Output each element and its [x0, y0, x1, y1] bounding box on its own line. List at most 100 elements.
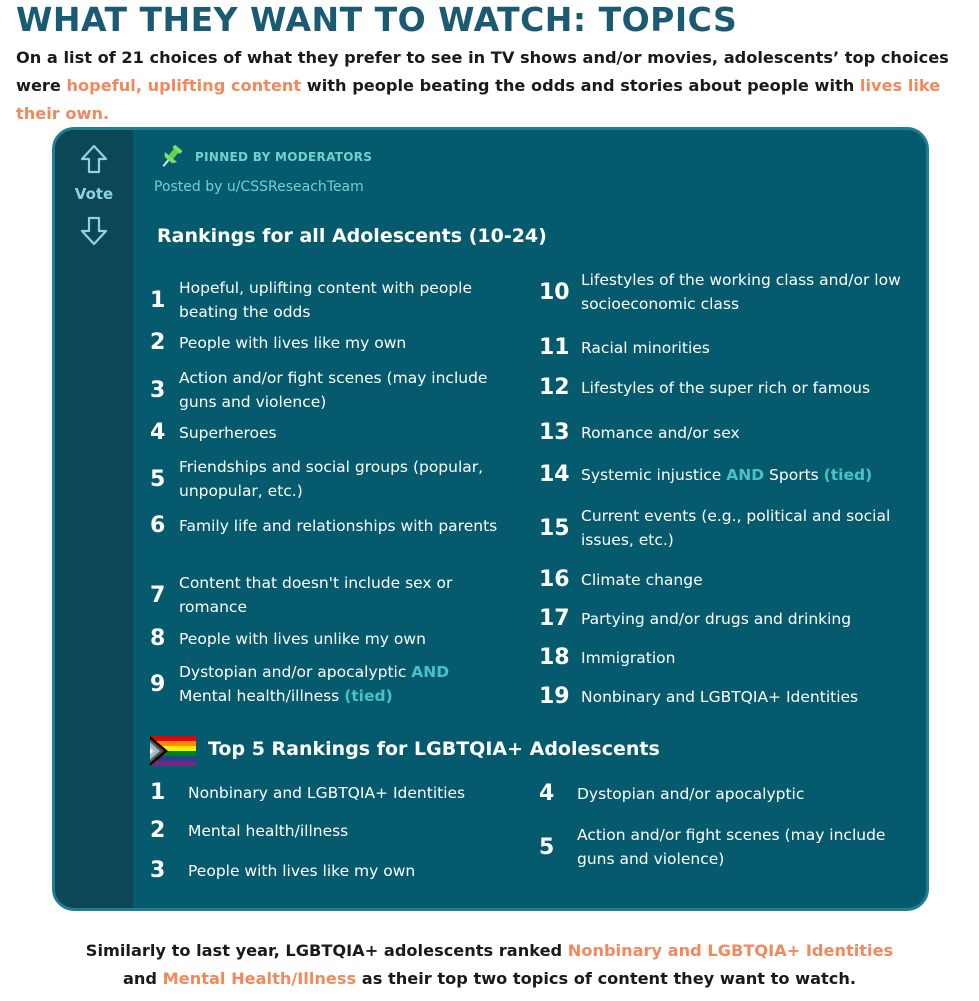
ranking-item: 2 People with lives like my own	[150, 330, 505, 355]
tied-badge: (tied)	[344, 687, 393, 705]
rank-text: Lifestyles of the working class and/or l…	[581, 271, 901, 313]
rank-number: 1	[150, 780, 166, 805]
rank-number: 13	[539, 420, 570, 445]
lgbtq-ranking-item: 1 Nonbinary and LGBTQIA+ Identities	[150, 780, 530, 805]
rank-text: People with lives like my own	[179, 333, 407, 352]
ranking-item: 15 Current events (e.g., political and s…	[539, 504, 919, 552]
pinned-row: PINNED BY MODERATORS	[157, 144, 372, 170]
rank-text: Racial minorities	[581, 338, 710, 357]
intro-text-1: On a list of 21 choices of what they pre…	[16, 48, 949, 95]
ranking-item: 12 Lifestyles of the super rich or famou…	[539, 375, 919, 400]
rank-text-part: Systemic injustice	[581, 465, 727, 484]
lgbtq-rankings-title: Top 5 Rankings for LGBTQIA+ Adolescents	[208, 738, 660, 760]
footer-text-2: and	[122, 969, 163, 988]
rank-text: Action and/or fight scenes (may include …	[179, 369, 488, 411]
rank-number: 5	[539, 834, 555, 860]
rank-number: 11	[539, 335, 570, 360]
rank-number: 2	[150, 818, 166, 843]
rank-text-part: Mental health/illness	[179, 687, 345, 705]
and-keyword: AND	[411, 663, 450, 681]
ranking-item: 8 People with lives unlike my own	[150, 626, 505, 651]
rank-number: 6	[150, 513, 166, 538]
page-title: WHAT THEY WANT TO WATCH: TOPICS	[16, 0, 738, 39]
intro-highlight-lives: lives like their own.	[16, 76, 941, 123]
ranking-item: 5 Friendships and social groups (popular…	[150, 455, 510, 503]
ranking-item: 13 Romance and/or sex	[539, 420, 919, 445]
ranking-item: 3 Action and/or fight scenes (may includ…	[150, 366, 505, 414]
rank-text: Content that doesn't include sex or roma…	[179, 574, 453, 616]
rank-text: Lifestyles of the super rich or famous	[581, 378, 871, 397]
intro-paragraph: On a list of 21 choices of what they pre…	[16, 44, 976, 128]
rank-text: Hopeful, uplifting content with people b…	[179, 279, 473, 321]
rank-number: 7	[150, 582, 166, 608]
pinned-post-card: Vote PINNED BY MODERATORS Posted by u/CS…	[52, 127, 929, 911]
footer-note: Similarly to last year, LGBTQIA+ adolesc…	[0, 937, 979, 993]
footer-text-1: Similarly to last year, LGBTQIA+ adolesc…	[85, 941, 568, 960]
intro-text-2: with people beating the odds and stories…	[301, 76, 860, 95]
pinned-label: PINNED BY MODERATORS	[195, 150, 373, 164]
upvote-arrow-icon[interactable]	[80, 144, 108, 174]
tied-badge: (tied)	[823, 465, 873, 484]
rank-number: 16	[539, 567, 570, 592]
all-rankings-title: Rankings for all Adolescents (10-24)	[157, 225, 547, 247]
rank-text: Systemic injustice AND Sports (tied)	[581, 463, 872, 487]
ranking-item: 7 Content that doesn't include sex or ro…	[150, 571, 505, 619]
rank-text: Dystopian and/or apocalyptic	[577, 784, 805, 803]
rank-number: 18	[539, 645, 570, 670]
rank-text: Partying and/or drugs and drinking	[581, 609, 852, 628]
ranking-item: 1 Hopeful, uplifting content with people…	[150, 276, 505, 324]
rank-text: Nonbinary and LGBTQIA+ Identities	[581, 687, 859, 706]
rank-text: Friendships and social groups (popular, …	[179, 458, 484, 500]
rank-text: Climate change	[581, 570, 703, 589]
footer-highlight-identities: Nonbinary and LGBTQIA+ Identities	[567, 941, 894, 960]
footer-highlight-mental-health: Mental Health/Illness	[162, 969, 357, 988]
rank-text: Immigration	[581, 648, 676, 667]
intro-highlight-hopeful: hopeful, uplifting content	[66, 76, 302, 95]
ranking-item: 19 Nonbinary and LGBTQIA+ Identities	[539, 684, 919, 709]
ranking-item: 16 Climate change	[539, 567, 919, 592]
rank-text: Superheroes	[179, 423, 277, 442]
lgbtq-ranking-item: 5 Action and/or fight scenes (may includ…	[539, 823, 919, 871]
rank-number: 2	[150, 330, 166, 355]
rank-number: 4	[150, 420, 166, 445]
rank-number: 12	[539, 375, 570, 400]
ranking-item: 4 Superheroes	[150, 420, 505, 445]
rank-text: Romance and/or sex	[581, 423, 740, 442]
rank-text-part: Dystopian and/or apocalyptic	[179, 663, 412, 681]
rank-number: 14	[539, 462, 570, 487]
rank-number: 3	[150, 858, 166, 883]
rank-text: Mental health/illness	[188, 821, 349, 840]
ranking-item: 18 Immigration	[539, 645, 919, 670]
ranking-item: 17 Partying and/or drugs and drinking	[539, 606, 919, 631]
ranking-item: 6 Family life and relationships with par…	[150, 513, 505, 538]
rank-text: Nonbinary and LGBTQIA+ Identities	[188, 783, 466, 802]
rank-number: 10	[539, 279, 570, 305]
footer-text-3: as their top two topics of content they …	[356, 969, 857, 988]
ranking-item: 9 Dystopian and/or apocalyptic AND Mental…	[150, 660, 505, 708]
posted-by-link[interactable]: Posted by u/CSSReseachTeam	[154, 179, 364, 195]
lgbtq-ranking-item: 3 People with lives like my own	[150, 858, 530, 883]
rank-number: 4	[539, 781, 555, 806]
vote-label: Vote	[74, 185, 114, 203]
rank-number: 17	[539, 606, 570, 631]
ranking-item: 14 Systemic injustice AND Sports (tied)	[539, 462, 919, 487]
rank-number: 1	[150, 287, 166, 313]
rank-number: 5	[150, 466, 166, 492]
rank-number: 15	[539, 515, 570, 541]
progress-pride-flag-icon	[150, 736, 196, 766]
vote-column: Vote	[55, 130, 133, 908]
lgbtq-ranking-item: 4 Dystopian and/or apocalyptic	[539, 781, 919, 806]
rank-number: 9	[150, 671, 166, 697]
rank-text-part: Sports	[764, 465, 824, 484]
rank-text: Action and/or fight scenes (may include …	[577, 826, 886, 868]
ranking-item: 10 Lifestyles of the working class and/o…	[539, 268, 919, 316]
rank-number: 3	[150, 377, 166, 403]
rank-number: 8	[150, 626, 166, 651]
and-keyword: AND	[726, 465, 765, 484]
rank-number: 19	[539, 684, 570, 709]
rank-text: Current events (e.g., political and soci…	[581, 507, 891, 549]
downvote-arrow-icon[interactable]	[80, 216, 108, 246]
rank-text: Family life and relationships with paren…	[179, 516, 498, 535]
pushpin-icon	[162, 145, 183, 167]
lgbtq-ranking-item: 2 Mental health/illness	[150, 818, 530, 843]
